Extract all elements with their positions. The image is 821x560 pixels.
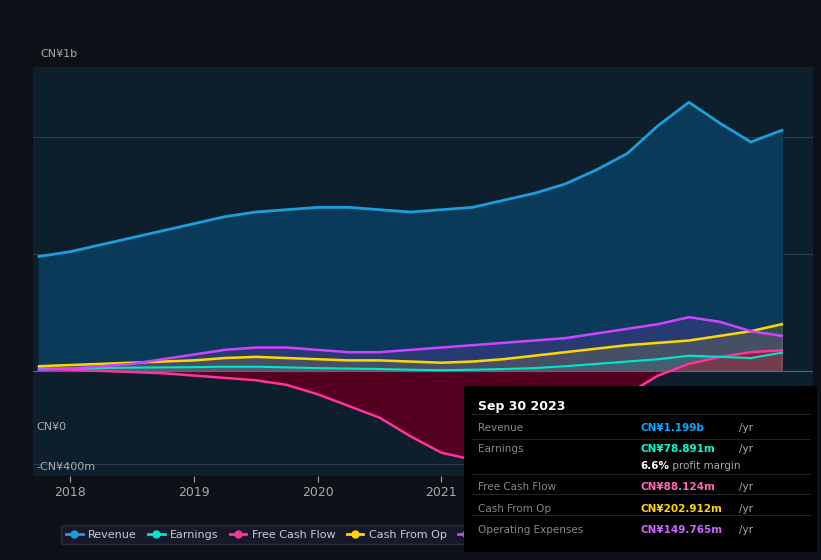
Text: Cash From Op: Cash From Op <box>478 503 551 514</box>
Text: 6.6%: 6.6% <box>640 461 669 471</box>
Text: CN¥78.891m: CN¥78.891m <box>640 444 715 454</box>
Text: -CN¥400m: -CN¥400m <box>37 462 96 472</box>
Text: CN¥0: CN¥0 <box>37 422 67 432</box>
Text: /yr: /yr <box>739 482 753 492</box>
Legend: Revenue, Earnings, Free Cash Flow, Cash From Op, Operating Expenses: Revenue, Earnings, Free Cash Flow, Cash … <box>62 525 597 544</box>
Text: CN¥149.765m: CN¥149.765m <box>640 525 722 535</box>
Text: /yr: /yr <box>739 423 753 433</box>
Text: Sep 30 2023: Sep 30 2023 <box>478 400 566 413</box>
Text: /yr: /yr <box>739 525 753 535</box>
Text: profit margin: profit margin <box>668 461 740 471</box>
Text: Revenue: Revenue <box>478 423 523 433</box>
Text: /yr: /yr <box>739 444 753 454</box>
Text: Earnings: Earnings <box>478 444 524 454</box>
Text: Operating Expenses: Operating Expenses <box>478 525 583 535</box>
Text: CN¥1b: CN¥1b <box>41 49 78 59</box>
Text: CN¥1.199b: CN¥1.199b <box>640 423 704 433</box>
Text: CN¥202.912m: CN¥202.912m <box>640 503 722 514</box>
Text: Free Cash Flow: Free Cash Flow <box>478 482 556 492</box>
Text: CN¥88.124m: CN¥88.124m <box>640 482 715 492</box>
Text: /yr: /yr <box>739 503 753 514</box>
